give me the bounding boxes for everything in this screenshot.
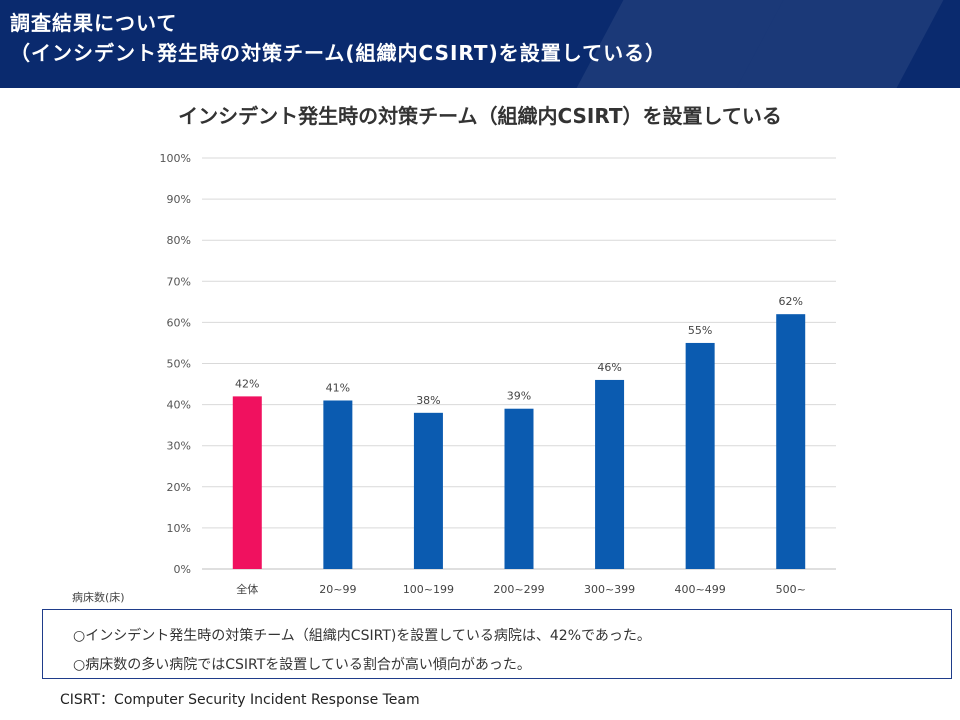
- bar: [413, 412, 443, 569]
- y-tick-label: 40%: [167, 399, 191, 412]
- data-label: 39%: [507, 390, 531, 403]
- x-tick-label: 100~199: [403, 583, 454, 596]
- data-label: 62%: [778, 295, 802, 308]
- data-label: 55%: [688, 324, 712, 337]
- summary-box: ○インシデント発生時の対策チーム（組織内CSIRT)を設置している病院は、42%…: [42, 609, 952, 679]
- x-tick-label: 500~: [776, 583, 806, 596]
- x-tick-label: 300~399: [584, 583, 635, 596]
- bar: [232, 396, 262, 569]
- y-tick-label: 60%: [167, 316, 191, 329]
- y-tick-label: 80%: [167, 234, 191, 247]
- data-label: 42%: [235, 377, 259, 390]
- y-tick-label: 50%: [167, 358, 191, 371]
- data-label: 46%: [597, 361, 621, 374]
- y-tick-label: 90%: [167, 193, 191, 206]
- chart-title: インシデント発生時の対策チーム（組織内CSIRT）を設置している: [178, 104, 782, 128]
- x-tick-label: 200~299: [493, 583, 544, 596]
- bar-chart: 0% 10% 20% 30% 40% 50% 60% 70% 80% 90% 100% 42% 全体 41…: [160, 152, 836, 596]
- page-title-line2: （インシデント発生時の対策チーム(組織内CSIRT)を設置している）: [10, 41, 667, 65]
- y-tick-label: 100%: [160, 152, 191, 165]
- bar: [685, 342, 715, 569]
- y-tick-label: 70%: [167, 275, 191, 288]
- bar: [776, 314, 806, 569]
- summary-note: ○病床数の多い病院ではCSIRTを設置している割合が高い傾向があった。: [73, 657, 531, 673]
- x-axis-title: 病床数(床): [72, 591, 125, 604]
- page-title-line1: 調査結果について: [10, 11, 178, 35]
- data-label: 41%: [326, 381, 350, 394]
- page-title: 調査結果について （インシデント発生時の対策チーム(組織内CSIRT)を設置して…: [10, 8, 666, 68]
- data-label: 38%: [416, 394, 440, 407]
- x-tick-label: 20~99: [319, 583, 356, 596]
- x-tick-label: 全体: [236, 582, 258, 596]
- bar: [504, 408, 534, 569]
- y-tick-label: 30%: [167, 440, 191, 453]
- bar: [323, 400, 353, 569]
- header-banner: 調査結果について （インシデント発生時の対策チーム(組織内CSIRT)を設置して…: [0, 0, 960, 88]
- y-tick-label: 10%: [167, 522, 191, 535]
- footnote: CISRT：Computer Security Incident Respons…: [60, 692, 420, 708]
- y-tick-label: 0%: [174, 563, 191, 576]
- summary-note: ○インシデント発生時の対策チーム（組織内CSIRT)を設置している病院は、42%…: [73, 628, 651, 644]
- bar: [595, 379, 625, 569]
- y-tick-label: 20%: [167, 481, 191, 494]
- x-tick-label: 400~499: [675, 583, 726, 596]
